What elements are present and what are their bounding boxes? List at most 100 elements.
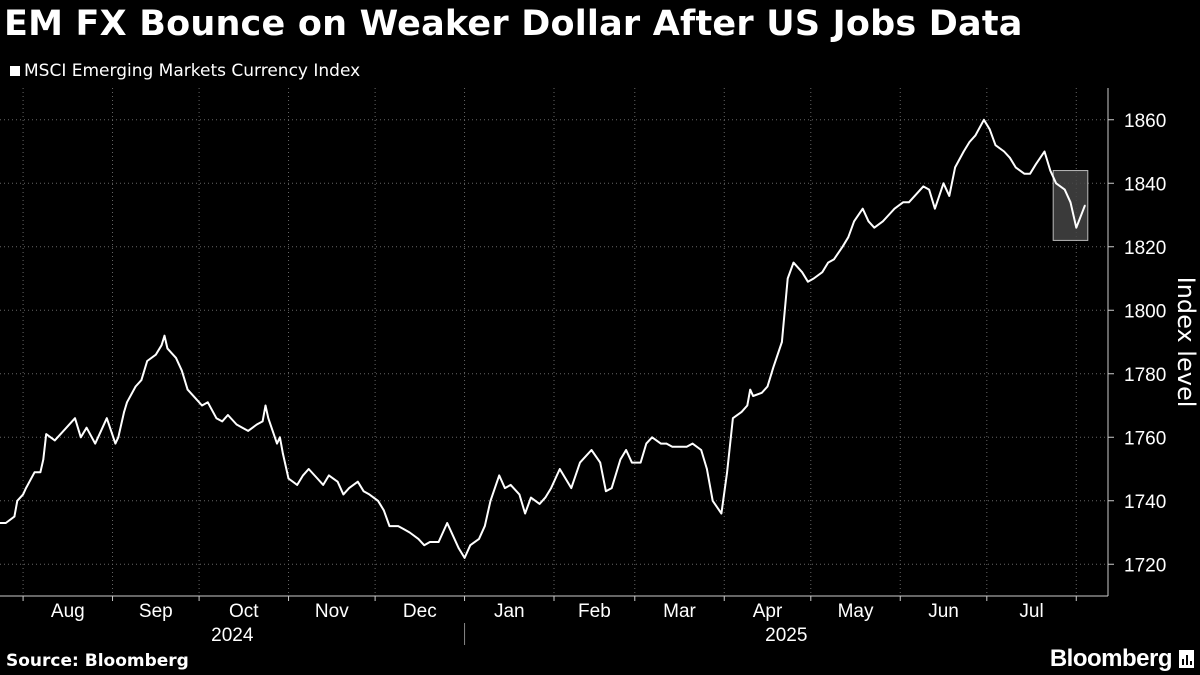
data-point xyxy=(155,353,157,356)
series-layer xyxy=(0,118,1086,559)
data-point xyxy=(882,220,884,223)
data-point xyxy=(610,487,613,489)
data-point xyxy=(322,484,324,486)
axes: 1720 1740 1760 1780 1800 1820 1840 1860 Aug Sep Oc… xyxy=(0,88,1200,646)
data-point xyxy=(922,185,925,188)
data-point xyxy=(227,414,229,416)
data-point xyxy=(867,220,870,223)
x-month-label: Mar xyxy=(663,601,696,622)
data-point xyxy=(605,490,607,493)
data-point xyxy=(498,474,500,477)
data-point xyxy=(206,401,209,404)
data-point xyxy=(429,541,431,543)
data-point xyxy=(1009,157,1011,159)
data-point xyxy=(94,442,97,445)
x-month-label: May xyxy=(838,601,874,622)
data-point xyxy=(720,512,723,515)
data-point xyxy=(685,445,688,448)
data-point xyxy=(807,280,809,283)
legend-label: MSCI Emerging Markets Currency Index xyxy=(24,61,361,81)
data-point xyxy=(732,417,734,420)
data-point xyxy=(342,493,345,496)
data-point xyxy=(221,420,223,423)
data-point xyxy=(962,150,965,153)
data-point xyxy=(4,522,7,524)
data-point xyxy=(524,512,526,515)
data-point xyxy=(22,493,24,496)
data-point xyxy=(126,401,128,404)
data-point xyxy=(85,426,88,429)
data-point xyxy=(908,201,910,204)
data-point xyxy=(599,461,601,464)
source-note: Source: Bloomberg xyxy=(6,651,189,671)
legend-swatch xyxy=(10,66,20,76)
x-year-label: 2024 xyxy=(211,625,254,646)
x-month-label: Apr xyxy=(753,601,783,622)
data-point xyxy=(781,341,783,343)
data-point xyxy=(42,458,45,461)
data-point xyxy=(457,547,460,550)
data-point xyxy=(478,538,480,540)
data-point xyxy=(1043,150,1046,153)
data-point xyxy=(1049,169,1052,172)
data-point xyxy=(241,426,244,429)
data-point xyxy=(983,118,985,121)
data-point xyxy=(821,271,824,273)
y-tick-label: 1800 xyxy=(1124,301,1166,322)
y-tick-label: 1740 xyxy=(1124,492,1166,513)
data-point xyxy=(328,474,330,477)
x-month-label: Jul xyxy=(1019,601,1043,622)
x-month-label: Aug xyxy=(51,601,85,622)
data-point xyxy=(913,195,916,197)
data-point xyxy=(801,271,803,273)
data-point xyxy=(570,487,573,489)
data-point xyxy=(307,468,310,470)
data-point xyxy=(749,388,752,391)
data-point xyxy=(1029,172,1031,175)
data-point xyxy=(183,379,186,381)
data-point xyxy=(861,207,864,210)
data-point xyxy=(175,357,177,359)
data-point xyxy=(483,525,486,527)
data-point xyxy=(671,445,674,448)
data-point xyxy=(166,347,169,350)
data-point xyxy=(163,334,166,337)
data-point xyxy=(180,369,183,372)
brand-logo-text: Bloomberg xyxy=(1049,645,1173,672)
y-tick-label: 1840 xyxy=(1124,174,1166,195)
data-point xyxy=(639,461,642,464)
data-point xyxy=(100,430,102,432)
x-month-label: Feb xyxy=(578,601,611,622)
data-point xyxy=(538,503,541,505)
data-point xyxy=(235,423,238,426)
data-point xyxy=(766,385,769,388)
data-point xyxy=(988,128,991,131)
data-point xyxy=(281,452,284,454)
data-point xyxy=(584,455,587,458)
y-tick-label: 1860 xyxy=(1124,111,1166,132)
series-line xyxy=(0,118,1086,559)
data-point xyxy=(16,499,19,502)
data-point xyxy=(79,436,82,439)
data-point xyxy=(279,436,281,439)
data-point xyxy=(645,442,648,445)
data-point xyxy=(544,496,547,499)
data-point xyxy=(105,417,108,420)
data-point xyxy=(746,404,749,407)
data-point xyxy=(853,220,855,223)
x-month-label: Jan xyxy=(494,601,525,622)
data-point xyxy=(942,182,945,185)
data-point xyxy=(302,474,304,477)
x-month-label: Nov xyxy=(315,601,349,622)
data-point xyxy=(1023,172,1026,175)
data-point xyxy=(463,557,466,559)
data-point xyxy=(954,166,956,169)
data-point xyxy=(786,277,789,280)
data-point xyxy=(362,490,365,493)
data-point xyxy=(887,214,890,216)
data-point xyxy=(509,484,512,486)
data-point xyxy=(437,541,440,543)
data-point xyxy=(1035,163,1037,165)
y-tick-label: 1760 xyxy=(1124,428,1166,449)
data-point xyxy=(382,509,385,512)
